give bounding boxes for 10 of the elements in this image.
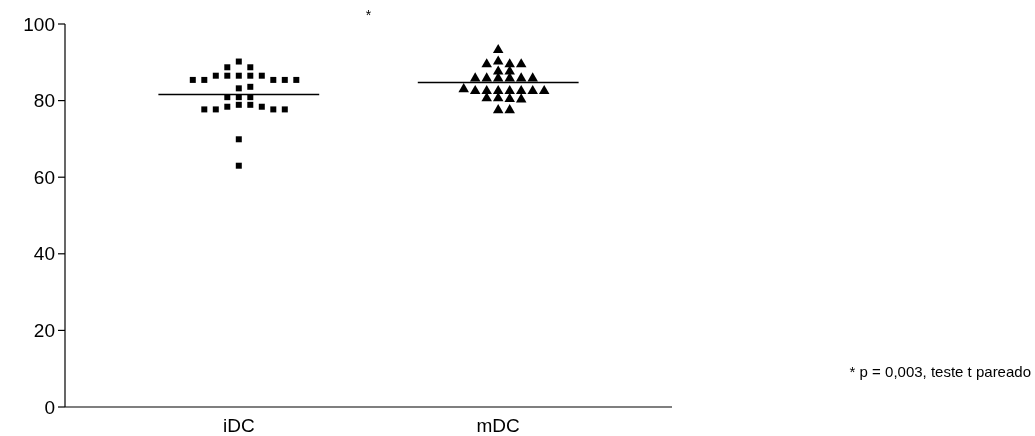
x-tick-label: mDC — [476, 415, 520, 436]
y-tick-label: 40 — [33, 243, 55, 265]
y-tick-label: 20 — [33, 320, 55, 342]
y-tick-label: 80 — [33, 90, 55, 112]
x-tick-label: iDC — [222, 415, 255, 436]
text: * p = 0,003, teste t pareado — [849, 363, 1031, 380]
y-tick-label: 100 — [23, 13, 55, 35]
y-tick-label: 60 — [33, 166, 55, 188]
text: * — [365, 7, 372, 23]
y-tick-label: 0 — [44, 396, 55, 418]
